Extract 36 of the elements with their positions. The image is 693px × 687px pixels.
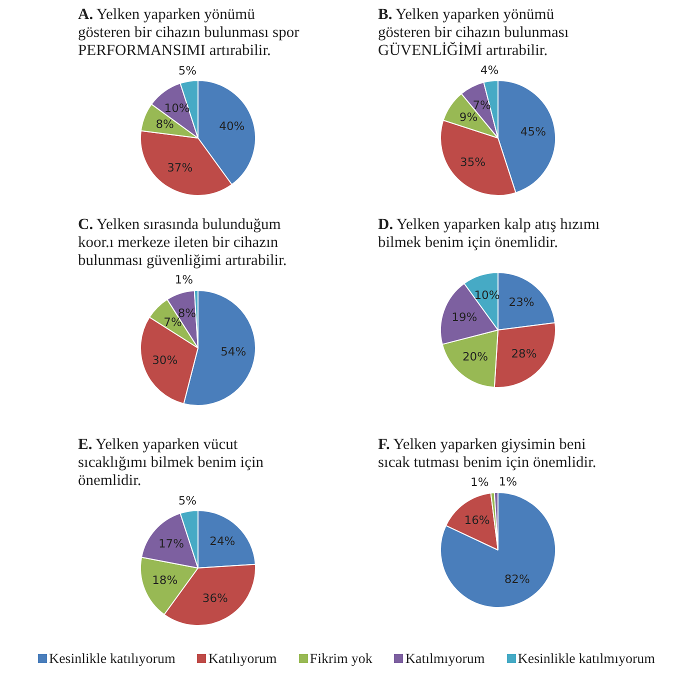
data-label: 1% xyxy=(470,474,489,489)
data-label: 20% xyxy=(462,349,488,364)
data-label: 30% xyxy=(152,353,178,368)
data-label: 23% xyxy=(508,295,534,310)
data-label: 9% xyxy=(459,110,478,124)
data-label: 8% xyxy=(156,116,174,131)
data-label: 36% xyxy=(202,591,228,606)
legend-label: Fikrim yok xyxy=(308,652,372,668)
data-label: 4% xyxy=(480,63,499,78)
data-label: 8% xyxy=(178,306,196,320)
data-label: 35% xyxy=(460,155,486,170)
legend-label: Kesinlikle katılmıyorum xyxy=(516,652,656,668)
chart-title: E. Yelken yaparken vücut sıcaklığımı bilmek benim için önemlidir. xyxy=(78,436,265,490)
data-label: 1% xyxy=(174,272,194,287)
data-label: 45% xyxy=(520,124,546,138)
data-label: 40% xyxy=(219,118,245,133)
chart-title: D. Yelken yaparken kalp atış hızımı bilmek benim için önemlidir. xyxy=(378,216,601,252)
data-label: 37% xyxy=(167,160,193,175)
chart-title: A. Yelken yaparken yönümü gösteren bir cihazın bulunması spor PERFORMANSIMI artırabilir. xyxy=(78,6,300,60)
data-label: 54% xyxy=(220,344,246,358)
data-label: 5% xyxy=(178,63,197,78)
data-label: 82% xyxy=(504,572,530,586)
data-label: 24% xyxy=(210,534,236,548)
data-label: 1% xyxy=(498,474,518,489)
data-label: 19% xyxy=(452,310,478,324)
chart-title: B. Yelken yaparken yönümü gösteren bir cihazın bulunması GÜVENLİĞİMİ artırabilir. xyxy=(378,6,570,60)
data-label: 17% xyxy=(158,536,184,550)
data-label: 28% xyxy=(511,346,537,360)
chart-title: C. Yelken sırasında bulunduğum koor.ı merkeze ileten bir cihazın bulunması güvenliğimi artırabilir. xyxy=(78,216,288,270)
legend-label: Katılıyorum xyxy=(207,652,277,668)
legend-label: Kesinlikle katılıyorum xyxy=(48,652,176,668)
chart-title: F. Yelken yaparken giysimin beni sıcak tutması benim için önemlidir. xyxy=(378,436,598,472)
data-label: 5% xyxy=(178,493,197,508)
data-label: 16% xyxy=(464,513,490,528)
legend-label: Katılmıyorum xyxy=(404,652,485,668)
data-label: 18% xyxy=(152,573,178,588)
